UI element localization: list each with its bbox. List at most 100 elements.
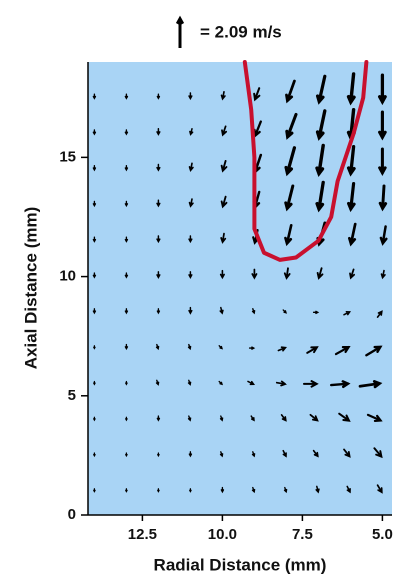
vector: [187, 415, 192, 422]
vector: [220, 160, 228, 173]
x-tick-label: 12.5: [128, 526, 157, 543]
vector: [93, 488, 96, 493]
vector: [156, 271, 161, 279]
vector: [251, 486, 256, 494]
vector: [275, 380, 287, 387]
vector: [157, 452, 160, 458]
vector: [284, 224, 293, 247]
vector: [306, 346, 319, 354]
vector: [280, 414, 287, 422]
vector: [188, 198, 194, 208]
vector: [218, 380, 223, 386]
vector: [358, 380, 383, 389]
vector: [124, 93, 129, 100]
vector: [277, 346, 287, 352]
vector: [92, 200, 97, 208]
vector: [156, 128, 161, 136]
vector: [253, 120, 262, 138]
vector: [155, 343, 160, 351]
vector: [93, 380, 96, 386]
vector: [283, 486, 288, 494]
vector: [124, 165, 129, 172]
vector: [93, 345, 96, 350]
vector: [376, 310, 383, 318]
vector: [219, 269, 225, 280]
vector: [125, 488, 128, 493]
vector: [347, 222, 357, 247]
vector: [315, 109, 327, 141]
vector: [284, 184, 295, 212]
vector: [338, 412, 351, 422]
vector: [346, 144, 356, 177]
vector: [187, 343, 192, 351]
vector: [188, 92, 193, 101]
vector: [347, 182, 356, 213]
vector: [188, 162, 194, 172]
vector: [124, 272, 129, 279]
vector: [218, 345, 223, 350]
vector: [187, 379, 192, 386]
vector: [248, 346, 256, 350]
vector: [312, 310, 320, 315]
vector: [283, 267, 291, 280]
vector: [156, 199, 161, 208]
vector: [92, 272, 97, 279]
x-tick-label: 10.0: [208, 526, 237, 543]
vector: [155, 379, 160, 386]
vector: [329, 380, 351, 389]
vector: [253, 87, 261, 102]
vector: [378, 73, 387, 106]
vector: [188, 451, 193, 458]
vector: [125, 380, 128, 386]
vector: [366, 413, 383, 423]
vector: [188, 235, 193, 244]
vector: [189, 488, 192, 493]
vector: [219, 415, 224, 422]
vector: [380, 269, 386, 280]
vector: [315, 485, 320, 494]
vector: [219, 306, 224, 315]
vector: [188, 306, 193, 315]
x-axis-label: Radial Distance (mm): [154, 555, 327, 574]
reference-label: = 2.09 m/s: [200, 22, 282, 41]
vector: [92, 93, 97, 100]
vector: [315, 180, 325, 213]
vector: [282, 449, 287, 458]
vector: [378, 147, 387, 176]
vector: [93, 416, 96, 422]
vector: [156, 308, 161, 315]
vector: [302, 380, 319, 388]
vector: [188, 271, 193, 279]
vector: [124, 236, 129, 243]
vector: [156, 163, 161, 172]
vector: [284, 146, 297, 177]
vector: [250, 415, 255, 422]
vector: [219, 451, 224, 458]
contour-line: [242, 60, 369, 262]
vector: [282, 309, 287, 314]
vector: [315, 143, 325, 177]
vector: [285, 112, 298, 140]
plot-background: [88, 62, 392, 515]
vector: [376, 484, 383, 494]
vector: [251, 451, 256, 458]
y-tick-label: 10: [59, 268, 76, 285]
vector: [156, 235, 161, 244]
y-tick-label: 15: [59, 148, 76, 165]
vector: [124, 129, 129, 136]
vector: [365, 345, 383, 357]
vector: [220, 195, 228, 209]
vector: [316, 267, 324, 280]
vector: [92, 236, 97, 243]
vector: [157, 488, 160, 493]
vector: [92, 129, 97, 136]
vector: [373, 447, 383, 459]
vector: [221, 125, 228, 137]
vector: [156, 415, 161, 422]
vector: [247, 380, 256, 386]
vector: [343, 311, 352, 316]
vector: [92, 308, 97, 315]
vector: [251, 308, 256, 315]
vector: [220, 486, 225, 494]
